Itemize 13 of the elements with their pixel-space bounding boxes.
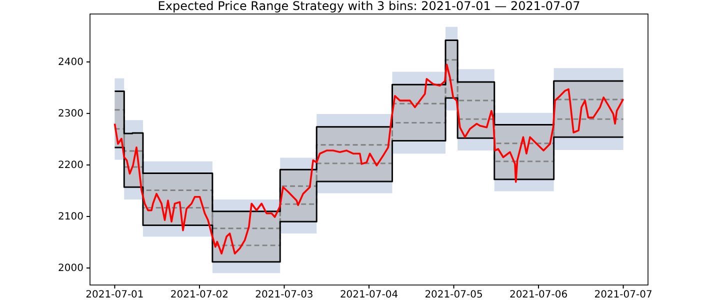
- x-tick-label: 2021-07-02: [170, 290, 229, 300]
- x-tick-label: 2021-07-03: [255, 290, 314, 300]
- y-tick-label: 2000: [58, 263, 84, 274]
- x-tick-label: 2021-07-04: [340, 290, 398, 300]
- y-tick-label: 2200: [58, 160, 84, 172]
- x-tick-label: 2021-07-07: [594, 290, 652, 300]
- x-tick-label: 2021-07-05: [424, 290, 483, 300]
- chart-title: Expected Price Range Strategy with 3 bins: 2021-07-01 — 2021-07-07: [158, 0, 580, 13]
- y-tick-label: 2400: [58, 57, 84, 68]
- x-tick-label: 2021-07-06: [509, 290, 568, 300]
- y-tick-label: 2300: [58, 108, 84, 120]
- y-tick-label: 2100: [58, 212, 84, 223]
- x-tick-label: 2021-07-01: [86, 290, 144, 300]
